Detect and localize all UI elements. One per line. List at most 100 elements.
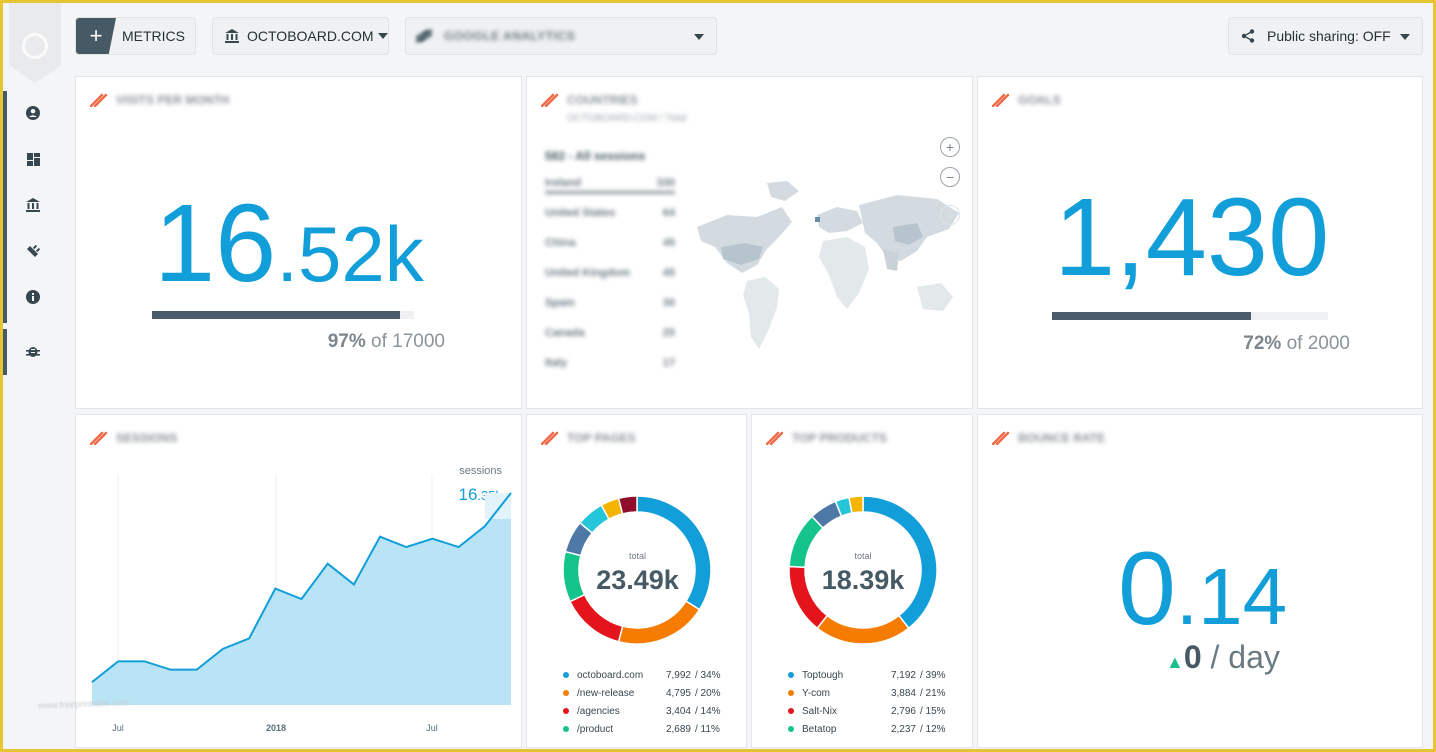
top-pages-donut[interactable] [552,485,722,655]
zoom-in-button[interactable]: + [940,137,960,157]
card-title-text: TOP PRODUCTS [792,431,887,445]
top-products-card[interactable]: TOP PRODUCTS total 18.39k Toptough 7,192 /… [751,414,973,748]
legend-percent: / 34% [695,669,721,681]
country-row[interactable]: Italy 17 [545,357,675,369]
country-value: 45 [662,237,675,249]
account-circle-icon[interactable] [23,103,43,123]
x-tick-label: Jul [426,723,438,733]
legend-item[interactable]: /product 2,689 / 11% [563,722,720,736]
country-row[interactable]: Ireland 330 [545,177,675,194]
card-title-text: COUNTRIES [567,93,638,107]
card-title-text: VISITS PER MONTH [116,93,230,107]
last-value-int: 16 [458,485,478,504]
sessions-area-chart[interactable]: Jul 2018 Jul [76,415,523,749]
goals-card[interactable]: GOALS 1,430 72% of 2000 [977,76,1423,409]
legend-item[interactable]: /agencies 3,404 / 14% [563,704,721,718]
visits-percent: 97% of 17000 [328,331,445,353]
country-bar [545,191,675,194]
map-home-button[interactable] [940,205,960,225]
visits-card[interactable]: VISITS PER MONTH 16.52k 97% of 17000 [75,76,522,409]
legend-value: 4,795 [665,687,691,699]
card-title: COUNTRIES [541,93,638,107]
countries-card[interactable]: COUNTRIES OCTOBOARD.COM / Total 582 - Al… [526,76,973,409]
card-title-text: SESSIONS [116,431,178,445]
bounce-value-int: 0 [1118,531,1176,647]
donut-total-value: 23.49k [596,565,679,595]
country-row[interactable]: Spain 30 [545,297,675,309]
public-sharing-label: Public sharing: OFF [1267,28,1391,44]
bounce-value-dec: .14 [1175,552,1288,641]
country-row[interactable]: United Kingdom 45 [545,267,675,279]
country-row[interactable]: United States 64 [545,207,675,219]
country-value: 45 [662,267,675,279]
info-icon[interactable] [23,287,43,307]
card-subtitle: OCTOBOARD.COM / Total [567,113,687,124]
add-metrics-button[interactable]: + METRICS [75,17,196,55]
donut-slice-agencies[interactable] [569,593,624,643]
card-title: VISITS PER MONTH [90,93,229,107]
donut-slice-new-release[interactable] [617,600,701,645]
goals-progress-track [1052,312,1328,320]
public-sharing-button[interactable]: Public sharing: OFF [1228,17,1423,55]
plug-icon[interactable] [23,241,43,261]
legend-percent: / 14% [695,705,721,717]
organization-label: OCTOBOARD.COM [247,28,374,44]
top-products-donut[interactable] [778,485,948,655]
country-row[interactable]: Canada 25 [545,327,675,339]
datasource-dropdown[interactable]: GOOGLE ANALYTICS [405,17,717,55]
country-name: China [545,237,576,249]
donut-slice-toptough[interactable] [862,495,938,630]
organization-dropdown[interactable]: OCTOBOARD.COM [212,17,389,55]
legend-label: Salt-Nix [802,705,838,717]
bounce-rate-card[interactable]: BOUNCE RATE 0.14 ▲0 / day [977,414,1423,748]
logo[interactable] [9,3,61,83]
legend-dot-icon [788,708,794,714]
legend-dot-icon [563,690,569,696]
donut-slice-other-3[interactable] [848,495,864,514]
legend-value: 3,884 [890,687,916,699]
legend-item[interactable]: /new-release 4,795 / 20% [563,686,721,700]
sidebar [3,3,67,749]
country-name: United Kingdom [545,267,630,279]
card-title: BOUNCE RATE [992,431,1105,445]
dashboard-icon[interactable] [23,149,43,169]
zoom-out-button[interactable]: − [940,167,960,187]
donut-slice-y-com[interactable] [816,614,910,645]
card-title-text: GOALS [1018,93,1061,107]
donut-slice-other-4[interactable] [617,495,638,515]
country-name: Ireland [545,177,582,189]
legend-value: 7,192 [890,669,916,681]
legend-percent: / 15% [920,705,946,717]
legend-value: 7,992 [665,669,691,681]
goals-progress-fill [1052,312,1251,320]
card-title-text: BOUNCE RATE [1018,431,1106,445]
bank-icon[interactable] [23,195,43,215]
legend-label: Toptough [802,669,844,681]
legend-percent: / 21% [920,687,946,699]
sessions-line [91,492,512,683]
top-pages-card[interactable]: TOP PAGES total 23.49k octoboard.com 7,99… [526,414,747,748]
bounce-delta: ▲0 / day [1166,639,1280,676]
legend-item[interactable]: Y-com 3,884 / 21% [788,686,946,700]
legend-item[interactable]: octoboard.com 7,992 / 34% [563,668,721,682]
bug-icon[interactable] [23,341,43,361]
legend-value: 2,796 [890,705,916,717]
visits-percent-value: 97% [327,331,366,352]
metrics-label: METRICS [122,28,185,44]
google-analytics-icon [415,28,433,44]
goals-percent-value: 72% [1243,333,1282,354]
plus-icon: + [76,18,116,54]
legend-item[interactable]: Toptough 7,192 / 39% [788,668,946,682]
legend-item[interactable]: Salt-Nix 2,796 / 15% [788,704,946,718]
bounce-delta-value: 0 [1183,639,1202,675]
analytics-source-icon [992,93,1010,107]
legend-item[interactable]: Betatop 2,237 / 12% [788,722,946,736]
legend-dot-icon [788,726,794,732]
country-value: 330 [656,177,675,189]
goals-value: 1,430 [1054,176,1330,299]
country-row[interactable]: China 45 [545,237,675,249]
logo-mark-icon [22,33,48,59]
datasource-label: GOOGLE ANALYTICS [444,29,576,43]
world-map[interactable] [687,177,967,367]
